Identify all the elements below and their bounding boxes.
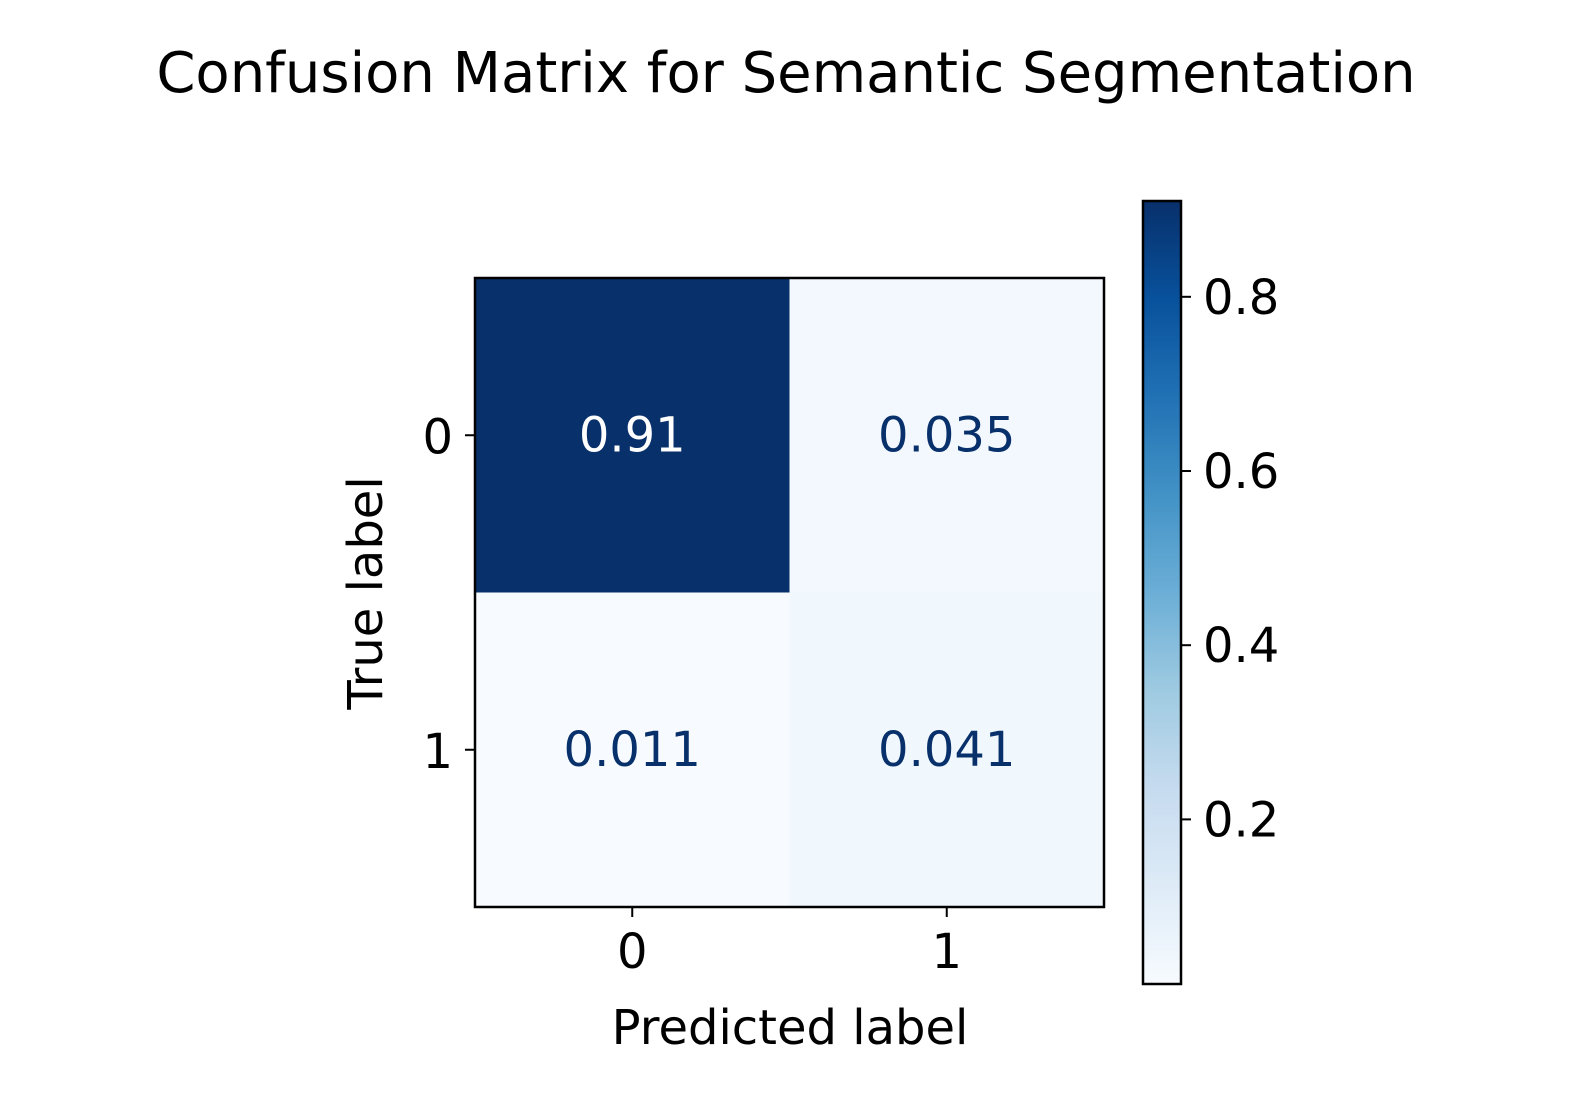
colorbar-tick-label: 0.4 — [1203, 618, 1279, 674]
cell-value-label-1-0: 0.011 — [564, 722, 701, 778]
y-axis-label: True label — [338, 476, 394, 710]
colorbar-tick-label: 0.2 — [1203, 792, 1279, 848]
matrix-cells — [475, 278, 1105, 908]
chart-title: Confusion Matrix for Semantic Segmentati… — [156, 41, 1415, 106]
plot-frame — [473, 276, 1106, 909]
x-tick-label: 1 — [931, 924, 962, 980]
colorbar-tick-label: 0.8 — [1203, 270, 1279, 326]
colorbar — [1141, 199, 1183, 986]
matrix-cell-1-1 — [789, 592, 1105, 908]
matrix-cell-0-0 — [475, 278, 790, 593]
cell-value-label-0-1: 0.035 — [878, 407, 1015, 463]
y-tick-label: 1 — [422, 724, 453, 780]
colorbar-ticks: 0.2 0.4 0.6 0.8 — [1181, 270, 1279, 848]
matrix-cell-0-1 — [789, 278, 1105, 593]
x-tick-label: 0 — [617, 924, 648, 980]
cell-value-label-1-1: 0.041 — [878, 722, 1015, 778]
matrix-cell-labels: 0.91 0.035 0.011 0.041 — [564, 407, 1016, 778]
cell-value-label-0-0: 0.91 — [579, 407, 686, 463]
x-axis-label: Predicted label — [612, 1000, 969, 1056]
y-tick-label: 0 — [422, 409, 453, 465]
colorbar-tick-label: 0.6 — [1203, 444, 1279, 500]
matrix-cell-1-0 — [475, 592, 790, 908]
y-axis-ticks: 01 — [422, 409, 475, 780]
